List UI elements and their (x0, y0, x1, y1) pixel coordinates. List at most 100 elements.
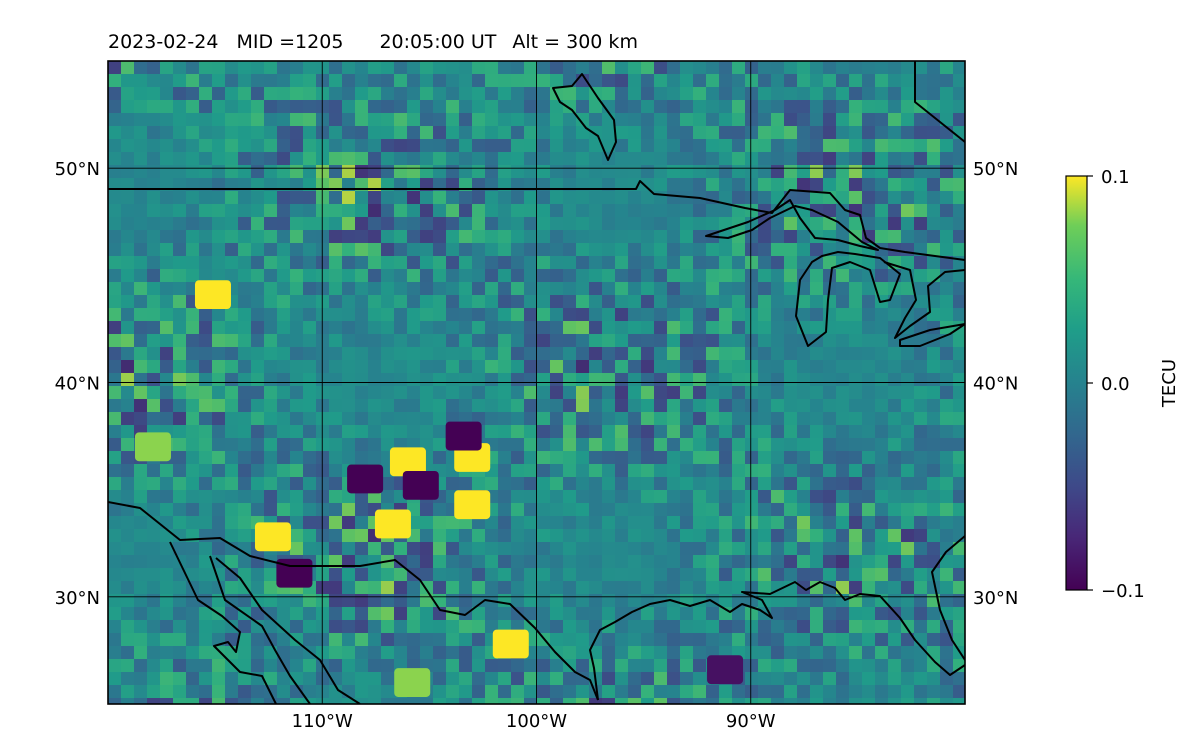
tec-cell (160, 607, 173, 620)
tec-cell (420, 230, 433, 243)
tec-cell (550, 672, 563, 685)
tec-cell (173, 386, 186, 399)
tec-cell (537, 178, 550, 191)
colorbar-ticks: 0.10.0−0.1 (1087, 167, 1145, 602)
tec-cell (641, 165, 654, 178)
tec-cell (511, 529, 524, 542)
tec-cell (251, 113, 264, 126)
tec-cell (836, 334, 849, 347)
tec-cell (641, 399, 654, 412)
tec-cell (485, 360, 498, 373)
tec-cell (290, 152, 303, 165)
tec-cell (537, 87, 550, 100)
tec-cell (628, 386, 641, 399)
tec-cell (199, 256, 212, 269)
tec-anomaly (389, 447, 426, 477)
tec-cell (329, 217, 342, 230)
tec-cell (277, 477, 290, 490)
longitude-labels: 110°W 100°W 90°W (292, 711, 776, 732)
tec-cell (862, 542, 875, 555)
tec-cell (888, 555, 901, 568)
tec-cell (160, 308, 173, 321)
tec-cell (108, 113, 121, 126)
tec-cell (654, 282, 667, 295)
tec-cell (134, 607, 147, 620)
tec-cell (862, 672, 875, 685)
tec-cell (329, 451, 342, 464)
tec-cell (706, 204, 719, 217)
tec-cell (953, 581, 965, 594)
tec-cell (719, 425, 732, 438)
tec-cell (888, 386, 901, 399)
tec-cell (355, 503, 368, 516)
tec-cell (940, 490, 953, 503)
tec-cell (654, 347, 667, 360)
tec-cell (680, 503, 693, 516)
tec-cell (550, 321, 563, 334)
tec-cell (758, 100, 771, 113)
tec-cell (108, 347, 121, 360)
tec-cell (745, 438, 758, 451)
tec-cell (355, 685, 368, 698)
tec-cell (602, 126, 615, 139)
tec-cell (134, 126, 147, 139)
tec-cell (862, 373, 875, 386)
tec-cell (511, 87, 524, 100)
tec-cell (797, 451, 810, 464)
tec-cell (693, 100, 706, 113)
tec-cell (225, 555, 238, 568)
tec-cell (745, 516, 758, 529)
tec-cell (914, 672, 927, 685)
tec-cell (446, 581, 459, 594)
tec-cell (186, 217, 199, 230)
tec-cell (511, 178, 524, 191)
tec-cell (888, 438, 901, 451)
tec-cell (212, 451, 225, 464)
tec-cell (563, 373, 576, 386)
tec-cell (524, 555, 537, 568)
tec-cell (225, 685, 238, 698)
tec-cell (238, 373, 251, 386)
tec-cell (680, 360, 693, 373)
tec-cell (472, 152, 485, 165)
tec-cell (563, 347, 576, 360)
tec-cell (589, 477, 602, 490)
tec-cell (823, 399, 836, 412)
tec-cell (797, 594, 810, 607)
tec-cell (355, 321, 368, 334)
tec-cell (836, 191, 849, 204)
tec-cell (654, 373, 667, 386)
tec-cell (914, 295, 927, 308)
tec-cell (901, 152, 914, 165)
tec-cell (745, 529, 758, 542)
tec-cell (615, 204, 628, 217)
tec-cell (433, 113, 446, 126)
tec-cell (706, 74, 719, 87)
tec-cell (420, 347, 433, 360)
tec-cell (498, 425, 511, 438)
tec-cell (381, 308, 394, 321)
tec-cell (290, 503, 303, 516)
tec-cell (901, 555, 914, 568)
tec-cell (433, 581, 446, 594)
tec-cell (862, 399, 875, 412)
tec-cell (927, 87, 940, 100)
tec-cell (134, 516, 147, 529)
tec-cell (628, 568, 641, 581)
tec-cell (498, 568, 511, 581)
tec-cell (836, 620, 849, 633)
tec-cell (303, 295, 316, 308)
tec-cell (836, 685, 849, 698)
tec-cell (407, 191, 420, 204)
tec-cell (329, 230, 342, 243)
tec-cell (498, 360, 511, 373)
tec-cell (849, 360, 862, 373)
tec-cell (797, 347, 810, 360)
tec-cell (368, 386, 381, 399)
tec-cell (511, 594, 524, 607)
tec-cell (836, 542, 849, 555)
tec-cell (264, 308, 277, 321)
tec-cell (680, 139, 693, 152)
tec-cell (394, 607, 407, 620)
tec-cell (199, 217, 212, 230)
